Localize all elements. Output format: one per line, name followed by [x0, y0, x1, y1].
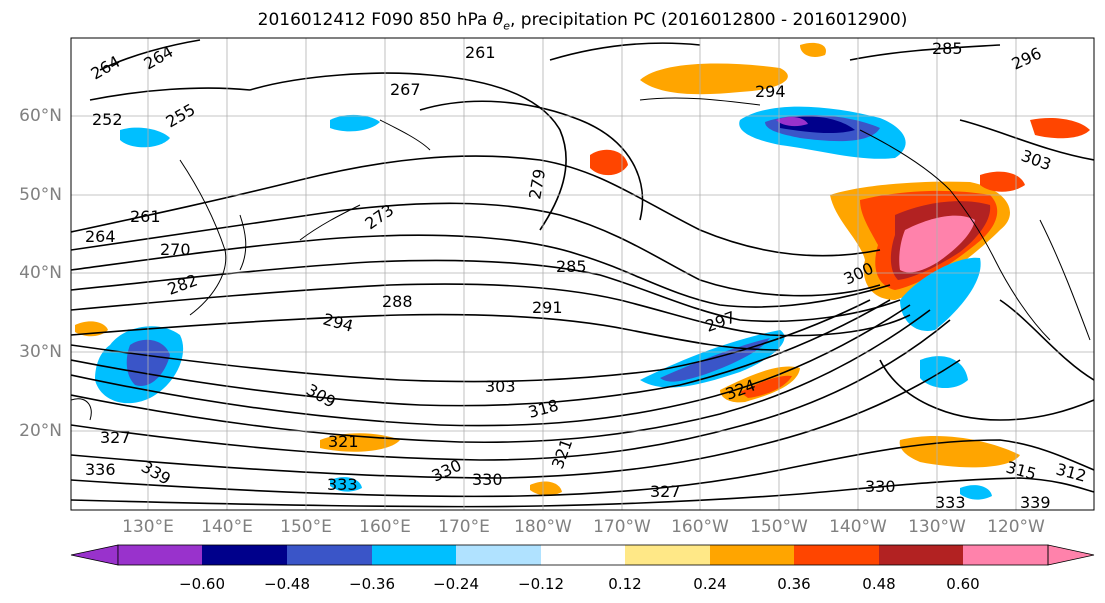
lon-tick-label: 150°W [750, 517, 808, 537]
lat-tick-label: 60°N [19, 106, 62, 126]
contour-label: 330 [865, 477, 896, 496]
figure-title: 2016012412 F090 850 hPa θe, precipitatio… [257, 10, 908, 33]
lat-tick-label: 20°N [19, 421, 62, 441]
colorbar-tick-label: 0.12 [608, 575, 642, 593]
lon-tick-label: 160°E [359, 517, 411, 537]
colorbar-tick-label: −0.12 [518, 575, 564, 593]
lon-tick-label: 180°W [514, 517, 572, 537]
coastlines [71, 97, 1091, 421]
contour-label: 333 [935, 493, 966, 512]
colorbar-tick-label: −0.24 [433, 575, 479, 593]
contour-label: 333 [327, 475, 358, 494]
map-frame [70, 37, 1095, 511]
contour-label: 327 [650, 482, 681, 501]
colorbar-tick-label: −0.60 [179, 575, 225, 593]
lon-tick-label: 170°E [438, 517, 490, 537]
contour-label: 252 [92, 110, 123, 129]
contour-label: 330 [472, 470, 503, 489]
lon-tick-label: 120°W [987, 517, 1045, 537]
lat-tick-label: 50°N [19, 185, 62, 205]
lon-tick-label: 130°E [122, 517, 174, 537]
contour-label: 285 [556, 257, 587, 276]
theta-e-contours [71, 39, 1094, 508]
lon-tick-label: 130°W [908, 517, 966, 537]
lat-tick-label: 40°N [19, 263, 62, 283]
contour-label: 321 [328, 432, 359, 451]
colorbar-tick-label: 0.24 [693, 575, 727, 593]
contour-label: 267 [390, 80, 421, 99]
contour-label: 339 [1020, 493, 1051, 512]
contour-label: 264 [85, 227, 116, 246]
contour-label: 288 [382, 292, 413, 311]
colorbar-tick-label: 0.36 [777, 575, 811, 593]
lon-tick-label: 160°W [671, 517, 729, 537]
lon-tick-label: 170°W [593, 517, 651, 537]
contour-label: 261 [130, 207, 161, 226]
contour-label: 327 [100, 428, 131, 447]
contour-label: 291 [532, 298, 563, 317]
colorbar-tick-label: −0.48 [264, 575, 310, 593]
contour-label: 261 [465, 43, 496, 62]
contour-label: 303 [485, 377, 516, 396]
lon-tick-label: 150°E [280, 517, 332, 537]
contour-label: 285 [932, 39, 963, 58]
colorbar-tick-label: −0.36 [349, 575, 395, 593]
lon-tick-label: 140°E [201, 517, 253, 537]
contour-label: 270 [160, 240, 191, 259]
colorbar-tick-label: 0.60 [946, 575, 980, 593]
contour-label: 294 [755, 82, 786, 101]
lat-tick-label: 30°N [19, 342, 62, 362]
lon-tick-label: 140°W [829, 517, 887, 537]
contour-label: 336 [85, 460, 116, 479]
grid-lines [71, 38, 1094, 510]
colorbar-tick-label: 0.48 [862, 575, 896, 593]
